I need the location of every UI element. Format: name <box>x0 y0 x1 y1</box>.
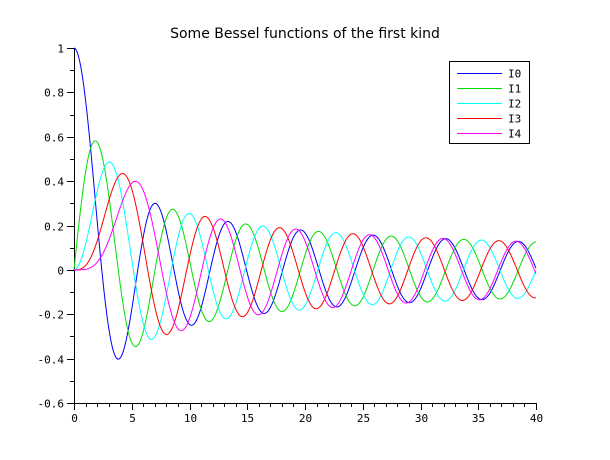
x-tick-label: 5 <box>129 412 136 425</box>
legend-label-I4: I4 <box>508 128 522 141</box>
legend-label-I2: I2 <box>508 98 521 111</box>
legend-label-I3: I3 <box>508 113 521 126</box>
x-tick-label: 20 <box>299 412 312 425</box>
curve-I2 <box>73 161 537 340</box>
x-tick-label: 35 <box>472 412 485 425</box>
x-tick-label: 40 <box>530 412 543 425</box>
y-tick-label: 0.8 <box>44 87 64 100</box>
legend-label-I1: I1 <box>508 83 521 96</box>
x-tick-label: 25 <box>357 412 370 425</box>
x-tick-label: 30 <box>415 412 428 425</box>
x-tick-label: 10 <box>184 412 197 425</box>
y-tick-label: 0.2 <box>44 221 64 234</box>
curve-I0 <box>73 47 537 360</box>
y-tick-label: -0.2 <box>38 309 65 322</box>
x-tick-label: 0 <box>71 412 78 425</box>
chart-title: Some Bessel functions of the first kind <box>170 26 440 42</box>
y-tick-label: 0.6 <box>44 132 64 145</box>
y-tick-label: -0.4 <box>38 354 65 367</box>
curve-I4 <box>73 180 537 332</box>
y-tick-label: -0.6 <box>38 398 65 411</box>
legend-box <box>449 61 530 144</box>
y-tick-label: 0.4 <box>44 176 64 189</box>
legend-label-I0: I0 <box>508 68 521 81</box>
y-tick-label: 0 <box>57 265 64 278</box>
curve-I1 <box>73 140 537 348</box>
y-tick-label: 1 <box>57 43 64 56</box>
x-tick-label: 15 <box>241 412 254 425</box>
curve-I3 <box>73 172 537 335</box>
